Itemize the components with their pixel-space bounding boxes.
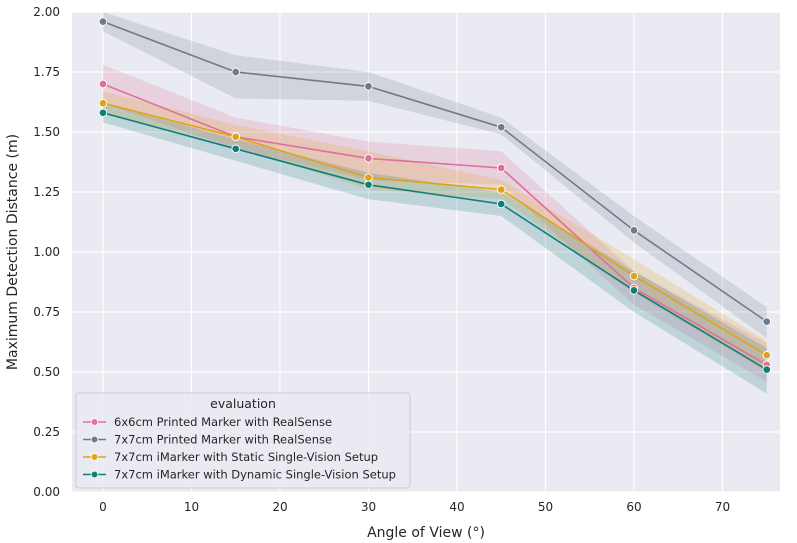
data-point (364, 180, 373, 190)
x-tick-label: 30 (361, 500, 376, 514)
y-axis-title: Maximum Detection Distance (m) (5, 134, 21, 370)
data-point (98, 17, 108, 26)
confidence-band (102, 64, 767, 382)
x-tick-label: 50 (538, 500, 553, 514)
data-point (762, 365, 771, 374)
data-point (98, 79, 108, 89)
data-point (231, 144, 240, 154)
legend-label: 6x6cm Printed Marker with RealSense (114, 415, 332, 429)
x-tick-label: 60 (626, 500, 641, 514)
y-tick-labels: 0.00 0.25 0.50 0.75 1.00 1.25 1.50 1.75 2.00 (33, 5, 60, 499)
series-points (98, 17, 771, 374)
legend-box (75, 392, 411, 489)
data-point (629, 271, 639, 281)
y-tick-label: 0.50 (33, 365, 60, 379)
x-tick-label: 70 (715, 500, 730, 514)
legend-swatch-marker (90, 418, 99, 426)
x-tick-label: 40 (449, 500, 464, 514)
y-tick-label: 2.00 (33, 5, 60, 19)
data-point (496, 185, 506, 194)
legend-item: 7x7cm iMarker with Static Single-Vision … (83, 450, 378, 464)
data-point (231, 132, 240, 142)
grid-lines (72, 11, 780, 493)
legend-title: evaluation (210, 396, 276, 411)
y-tick-label: 1.75 (33, 65, 60, 79)
data-point (629, 226, 639, 235)
y-tick-label: 1.50 (33, 125, 60, 139)
x-tick-label: 0 (99, 500, 107, 514)
legend-label: 7x7cm iMarker with Static Single-Vision … (114, 450, 378, 464)
data-point (98, 108, 108, 118)
series-line (102, 20, 768, 323)
y-tick-label: 1.00 (33, 245, 60, 259)
legend-swatch-marker (90, 453, 99, 461)
series-line (102, 102, 768, 356)
y-tick-label: 0.00 (33, 485, 60, 499)
data-point (496, 122, 506, 132)
legend-item: 6x6cm Printed Marker with RealSense (83, 415, 332, 429)
legend-item: 7x7cm iMarker with Dynamic Single-Vision… (83, 468, 396, 482)
x-tick-label: 20 (272, 500, 287, 514)
data-point (364, 82, 373, 91)
data-point (98, 98, 108, 108)
x-tick-labels: 0 10 20 30 40 50 60 70 (99, 500, 730, 514)
x-tick-label: 10 (184, 500, 199, 514)
x-axis-title: Angle of View (°) (367, 525, 485, 541)
legend-swatch-marker (90, 470, 99, 479)
y-tick-label: 1.25 (33, 185, 60, 199)
legend-item: 7x7cm Printed Marker with RealSense (83, 433, 332, 447)
legend-label: 7x7cm Printed Marker with RealSense (114, 433, 332, 447)
confidence-band (102, 12, 767, 339)
legend: evaluation 6x6cm Printed Marker with Rea… (75, 392, 411, 489)
data-point (629, 286, 639, 295)
data-point (496, 199, 506, 209)
confidence-band (102, 103, 767, 394)
legend-items: 6x6cm Printed Marker with RealSense 7x7cm… (83, 415, 396, 482)
legend-swatch-marker (90, 435, 99, 444)
series-lines (102, 20, 768, 371)
data-point (762, 350, 771, 360)
data-point (496, 163, 506, 173)
data-point (231, 67, 240, 77)
y-tick-label: 0.75 (33, 305, 60, 319)
series-line (102, 112, 768, 371)
data-point (364, 173, 373, 182)
legend-label: 7x7cm iMarker with Dynamic Single-Vision… (114, 468, 396, 482)
data-point (762, 317, 771, 326)
y-tick-label: 0.25 (33, 425, 60, 439)
data-point (364, 154, 373, 163)
series-line (102, 83, 768, 366)
